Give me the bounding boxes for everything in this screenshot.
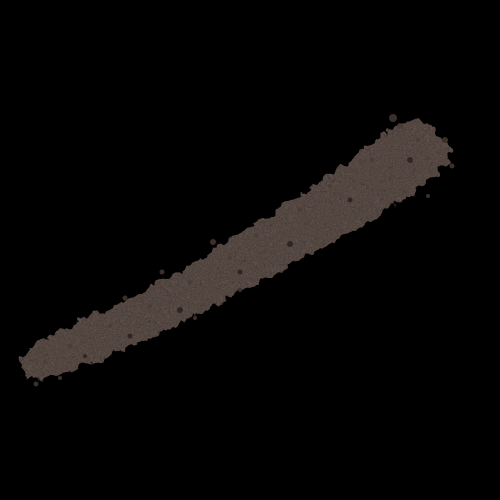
stroke-texture <box>21 120 453 379</box>
edge-crumbs <box>33 114 455 387</box>
stroke-shadows <box>83 157 413 358</box>
stroke-speckles <box>43 123 420 364</box>
